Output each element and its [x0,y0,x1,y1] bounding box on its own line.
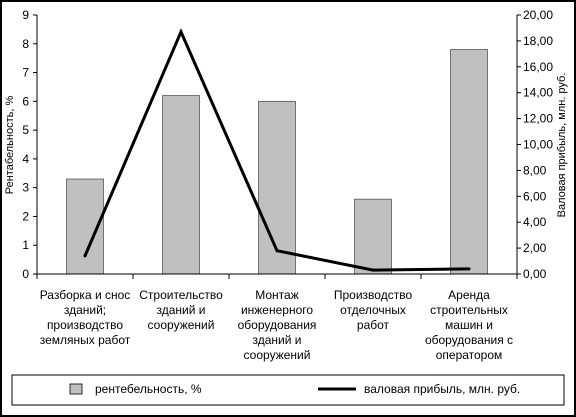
right-tick-label: 0,00 [523,267,547,281]
left-tick-label: 6 [22,94,29,108]
left-tick-label: 8 [22,37,29,51]
right-tick-label: 12,00 [523,112,553,126]
right-tick-label: 18,00 [523,34,553,48]
left-tick-label: 5 [22,123,29,137]
bar [354,198,392,275]
bar [450,49,488,275]
legend-label-line: валовая прибыль, млн. руб. [364,382,520,396]
right-tick-label: 14,00 [523,86,553,100]
right-tick-label: 4,00 [523,215,547,229]
category-label: Разборка и снос зданий; производство землян… [40,288,131,347]
legend-label-bar: рентебельность, % [95,382,202,396]
right-axis-ticks: 0,00 2,00 4,00 6,00 8,00 10,00 12,00 14,00 16,00… [517,8,553,281]
right-tick-label: 10,00 [523,138,553,152]
profit-point [275,249,279,253]
right-tick-label: 2,00 [523,241,547,255]
line-series [83,28,471,272]
left-tick-label: 9 [22,8,29,22]
profit-point [467,267,471,271]
left-tick-label: 2 [22,209,29,223]
bar [258,100,296,275]
right-axis-title: Валовая прибыль, млн. руб. [556,73,568,218]
category-label: Монтаж инженерного оборудования зданий и соо… [238,288,317,362]
left-tick-label: 4 [22,152,29,166]
left-axis-title: Рентабельность, % [4,96,16,195]
left-tick-label: 1 [22,238,29,252]
bar [162,95,200,275]
right-tick-label: 8,00 [523,163,547,177]
legend-swatch-bar [69,383,83,395]
profit-point [83,254,87,258]
left-tick-label: 3 [22,181,29,195]
category-label: Производство отделочных работ [334,288,413,332]
bar-series [66,49,488,275]
right-tick-label: 16,00 [523,60,553,74]
left-axis-ticks: 0 1 2 3 4 5 6 7 8 9 [22,8,37,281]
profit-point [371,268,375,272]
left-tick-label: 7 [22,66,29,80]
right-tick-label: 20,00 [523,8,553,22]
left-tick-label: 0 [22,267,29,281]
category-labels: Разборка и снос зданий; производство землян… [40,288,513,362]
category-label: Строительство зданий и сооружений [139,288,223,332]
legend-box [11,374,565,406]
profit-point [179,30,183,34]
legend: рентебельность, % валовая прибыль, млн. … [11,374,565,406]
right-tick-label: 6,00 [523,189,547,203]
